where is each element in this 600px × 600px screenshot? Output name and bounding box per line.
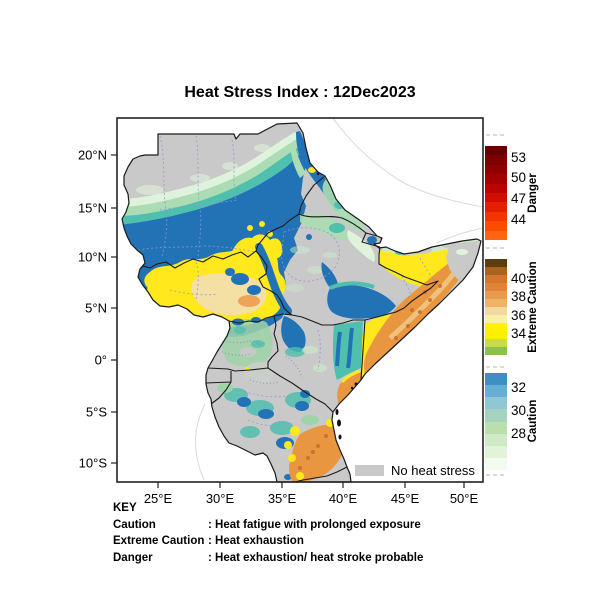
colorbar-segment bbox=[485, 307, 507, 315]
x-axis bbox=[157, 482, 465, 488]
key-desc: : Heat exhaustion bbox=[208, 535, 304, 547]
caution-label: Caution bbox=[527, 399, 539, 443]
extreme-caution-colorbar bbox=[485, 259, 507, 355]
colorbar-segment bbox=[485, 315, 507, 323]
heat-raster bbox=[122, 123, 481, 482]
colorbar-segment bbox=[485, 397, 507, 410]
y-tick-label: 10°N bbox=[78, 250, 107, 265]
x-tick-label: 40°E bbox=[329, 491, 358, 506]
colorbar-tick: 28 bbox=[511, 426, 527, 441]
neighbor-coastlines bbox=[194, 117, 484, 481]
colorbar-segment bbox=[485, 291, 507, 299]
y-axis bbox=[111, 154, 117, 464]
colorbar-segment bbox=[485, 339, 507, 347]
colorbar-tick: 53 bbox=[511, 150, 527, 165]
no-heat-stress-label: No heat stress bbox=[391, 463, 475, 478]
key-heading: KEY bbox=[113, 502, 137, 514]
x-tick-label: 30°E bbox=[206, 491, 235, 506]
colorbar-segment bbox=[485, 323, 507, 331]
colorbar-segment bbox=[485, 211, 507, 222]
key-row-extreme-caution: Extreme Caution: Heat exhaustion bbox=[113, 533, 423, 550]
colorbar-segment bbox=[485, 146, 507, 156]
colorbar-segment bbox=[485, 221, 507, 231]
y-tick-label: 0° bbox=[95, 353, 107, 368]
colorbar-tick: 50 bbox=[511, 170, 527, 185]
colorbar-segment bbox=[485, 347, 507, 355]
y-tick-label: 5°S bbox=[86, 405, 107, 420]
key-term: Caution bbox=[113, 518, 156, 531]
colorbar-tick: 30 bbox=[511, 403, 527, 418]
key-row-danger: Danger : Heat exhaustion/ heat stroke pro… bbox=[113, 550, 423, 567]
x-axis-labels: 25°E 30°E 35°E 40°E 45°E 50°E bbox=[144, 491, 479, 506]
colorbar-segment bbox=[485, 409, 507, 422]
colorbar-segment bbox=[485, 373, 507, 386]
key-term: Extreme Caution bbox=[113, 535, 205, 547]
danger-colorbar bbox=[485, 146, 507, 241]
colorbar-tick: 34 bbox=[511, 326, 527, 341]
colorbar-segment bbox=[485, 164, 507, 175]
colorbar-tick: 32 bbox=[511, 380, 527, 395]
key-desc: : Heat exhaustion/ heat stroke probable bbox=[208, 551, 424, 564]
colorbar-segment bbox=[485, 283, 507, 291]
colorbar-tick: 44 bbox=[511, 212, 527, 227]
colorbar-segment bbox=[485, 433, 507, 446]
colorbar-tick: 38 bbox=[511, 289, 527, 304]
caution-colorbar bbox=[485, 373, 507, 470]
colorbar-segment bbox=[485, 230, 507, 241]
x-tick-label: 45°E bbox=[391, 491, 420, 506]
no-heat-stress-legend: No heat stress bbox=[355, 463, 475, 478]
colorbar-segment bbox=[485, 275, 507, 283]
extreme-caution-label: Extreme Caution bbox=[527, 261, 539, 353]
colorbar-segment bbox=[485, 445, 507, 458]
district-speckle bbox=[213, 335, 303, 384]
coastal-islands bbox=[335, 382, 358, 440]
y-tick-label: 5°N bbox=[85, 301, 107, 316]
colorbar-segment bbox=[485, 155, 507, 165]
colorbar-segment bbox=[485, 457, 507, 470]
colorbar-segment bbox=[485, 259, 507, 267]
colorbar-segment bbox=[485, 331, 507, 339]
colorbar-separators bbox=[486, 134, 506, 476]
colorbar-segment bbox=[485, 421, 507, 434]
x-tick-label: 25°E bbox=[144, 491, 173, 506]
map-frame bbox=[116, 117, 484, 483]
colorbar-segment bbox=[485, 174, 507, 184]
key-desc: : Heat fatigue with prolonged exposure bbox=[208, 518, 421, 531]
x-tick-label: 35°E bbox=[268, 491, 297, 506]
key-term: Danger bbox=[113, 551, 153, 564]
colorbar-segment bbox=[485, 202, 507, 212]
y-axis-labels: 20°N 15°N 10°N 5°N 0° 5°S 10°S bbox=[78, 148, 107, 471]
map-title: Heat Stress Index : 12Dec2023 bbox=[184, 84, 416, 101]
colorbar-segment bbox=[485, 193, 507, 203]
colorbar-tick: 36 bbox=[511, 308, 527, 323]
x-tick-label: 50°E bbox=[450, 491, 479, 506]
y-tick-label: 10°S bbox=[79, 456, 108, 471]
key-row-caution: Caution : Heat fatigue with prolonged exp… bbox=[113, 517, 423, 534]
y-tick-label: 20°N bbox=[78, 148, 107, 163]
y-tick-label: 15°N bbox=[78, 201, 107, 216]
colorbar-tick: 40 bbox=[511, 271, 527, 286]
key-block: KEY Caution : Heat fatigue with prolonged… bbox=[113, 500, 423, 566]
colorbar-tick: 47 bbox=[511, 191, 527, 206]
no-heat-stress-swatch bbox=[355, 465, 384, 476]
colorbar-segment bbox=[485, 267, 507, 275]
danger-label: Danger bbox=[527, 173, 539, 213]
colorbar-segment bbox=[485, 183, 507, 194]
colorbar-segment bbox=[485, 299, 507, 307]
colorbar-segment bbox=[485, 385, 507, 398]
admin-boundaries bbox=[137, 135, 437, 427]
